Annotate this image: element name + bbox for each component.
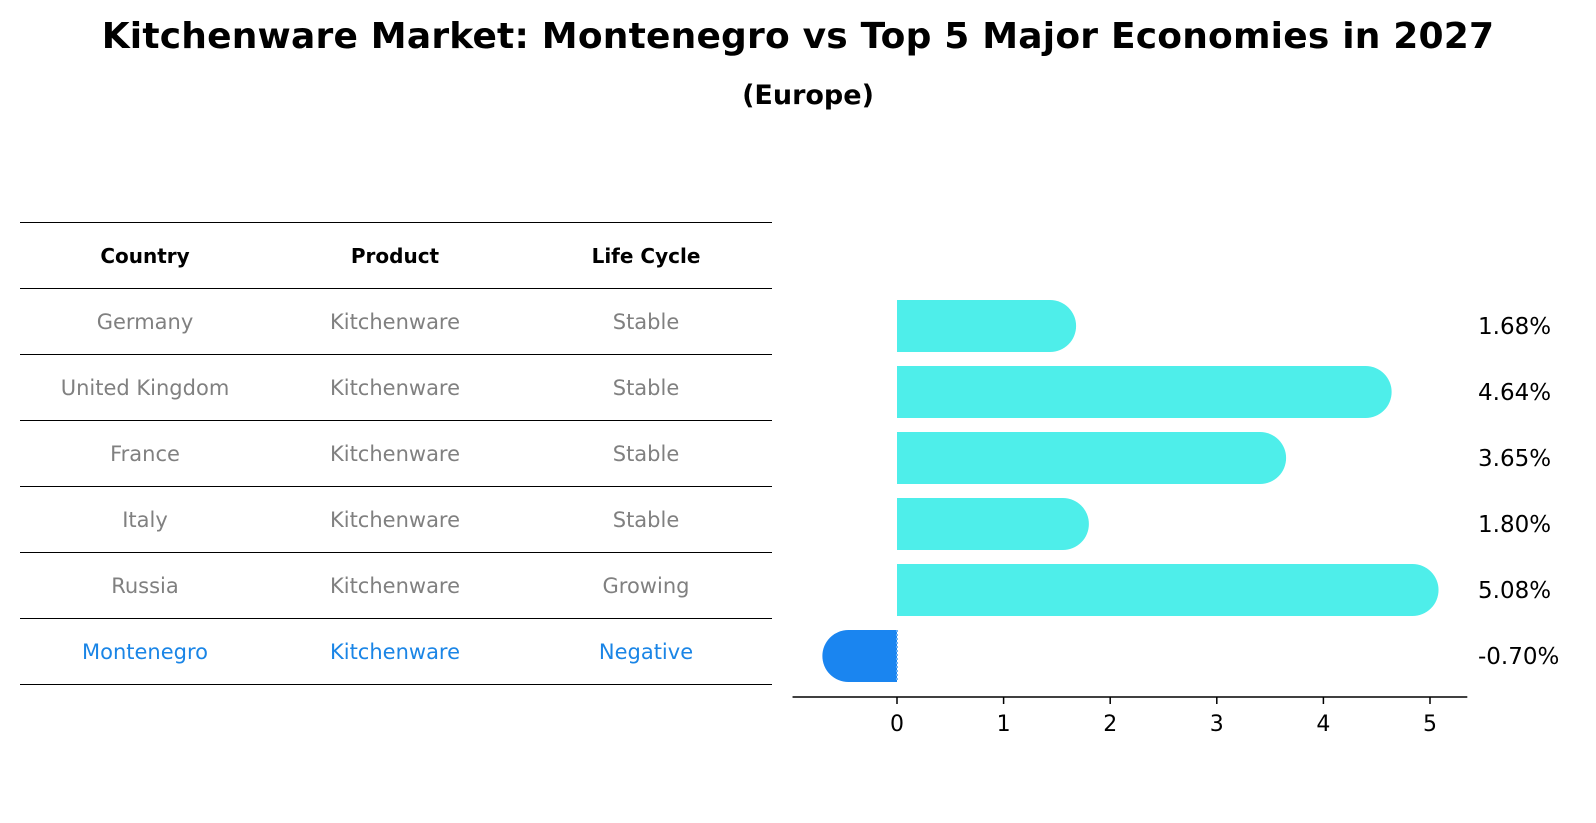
cell-life-cycle: Stable [612, 309, 680, 334]
cell-life-cycle: Stable [612, 441, 680, 466]
data-label: 1.80% [1478, 512, 1551, 538]
cell-product: Kitchenware [329, 375, 461, 400]
x-tick-label: 1 [997, 712, 1011, 737]
cell-country: Montenegro [81, 639, 208, 664]
bar-montenegro [822, 630, 897, 682]
cell-product: Kitchenware [329, 573, 461, 598]
x-tick-label: 3 [1210, 712, 1224, 737]
cell-country: France [110, 441, 180, 466]
bar-united-kingdom [897, 366, 1392, 418]
cell-life-cycle: Negative [598, 639, 694, 664]
data-label: -0.70% [1478, 644, 1559, 670]
cell-country: Italy [122, 507, 168, 532]
chart-title: Kitchenware Market: Montenegro vs Top 5 … [101, 16, 1495, 57]
x-tick-label: 5 [1423, 712, 1437, 737]
header-life-cycle: Life Cycle [591, 243, 701, 268]
cell-country: United Kingdom [60, 375, 230, 400]
data-table: Country Product Life Cycle Germany Kitch… [20, 222, 772, 685]
cell-product: Kitchenware [329, 309, 461, 334]
bar-germany [897, 300, 1077, 352]
cell-country: Russia [111, 573, 179, 598]
table-row: United Kingdom Kitchenware Stable [20, 355, 772, 421]
table-row-highlight: Montenegro Kitchenware Negative [20, 619, 772, 685]
cell-product: Kitchenware [329, 507, 461, 532]
data-label: 5.08% [1478, 578, 1551, 604]
x-tick-label: 2 [1103, 712, 1117, 737]
cell-life-cycle: Growing [602, 573, 690, 598]
table-row: Russia Kitchenware Growing [20, 553, 772, 619]
data-label: 3.65% [1478, 446, 1551, 472]
table-header-row: Country Product Life Cycle [20, 223, 772, 289]
cell-country: Germany [96, 309, 194, 334]
header-product: Product [350, 243, 440, 268]
chart-subtitle: (Europe) [742, 80, 874, 111]
table-row: Italy Kitchenware Stable [20, 487, 772, 553]
x-tick-label: 4 [1316, 712, 1330, 737]
table-row: Germany Kitchenware Stable [20, 289, 772, 355]
cell-life-cycle: Stable [612, 375, 680, 400]
cell-product: Kitchenware [329, 441, 461, 466]
header-country: Country [100, 243, 190, 268]
bar-italy [897, 498, 1089, 550]
bar-france [897, 432, 1287, 484]
data-label: 1.68% [1478, 314, 1551, 340]
cell-life-cycle: Stable [612, 507, 680, 532]
cell-product: Kitchenware [329, 639, 461, 664]
table-row: France Kitchenware Stable [20, 421, 772, 487]
x-tick-label: 0 [890, 712, 904, 737]
data-label: 4.64% [1478, 380, 1551, 406]
bar-russia [897, 564, 1439, 616]
